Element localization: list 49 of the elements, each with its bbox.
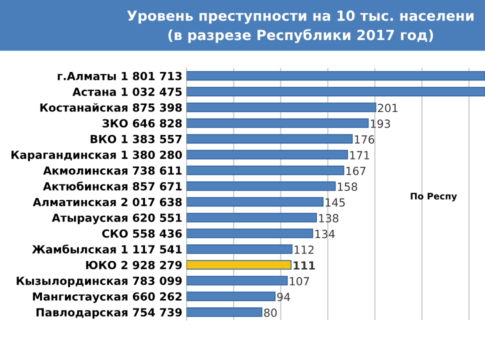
data-label: 201 — [378, 104, 398, 112]
bar — [186, 276, 288, 286]
data-label: 176 — [354, 135, 374, 144]
y-tick-label: Жамбылская 1 117 541 — [32, 244, 182, 254]
y-tick-label: Костанайская 875 398 — [40, 103, 182, 112]
data-label: 107 — [290, 277, 309, 286]
y-tick-label: Актюбинская 857 671 — [43, 182, 182, 191]
annotation: По Респу — [410, 192, 457, 202]
data-label: 193 — [370, 120, 390, 128]
data-label: 112 — [294, 246, 314, 254]
bar — [186, 118, 369, 128]
y-tick-label: Астана 1 032 475 — [72, 88, 182, 96]
bar — [186, 71, 485, 81]
bar — [186, 292, 276, 302]
bar — [186, 166, 344, 176]
data-label: 171 — [350, 151, 370, 160]
bar — [186, 181, 336, 191]
y-tick-label: Кызылординская 783 099 — [16, 276, 182, 288]
data-label: 145 — [326, 198, 345, 207]
data-label: 111 — [294, 261, 315, 270]
y-tick-label: ВКО 1 383 557 — [90, 134, 182, 144]
y-tick-label: Павлодарская 754 739 — [36, 308, 182, 319]
chart-title: Уровень преступности на 10 тыс. населени — [127, 10, 474, 24]
y-tick-label: ЗКО 646 828 — [102, 119, 182, 128]
y-tick-label: ЮКО 2 928 279 — [86, 260, 182, 270]
bar — [186, 102, 376, 112]
data-label: 158 — [338, 182, 358, 191]
bar — [186, 134, 353, 144]
data-label: 167 — [346, 166, 366, 176]
data-label: 80 — [264, 308, 277, 317]
y-tick-label: Атырауская 620 551 — [52, 214, 182, 224]
y-tick-label: Карагандинская 1 380 280 — [12, 150, 182, 162]
y-tick-label: г.Алматы 1 801 713 — [58, 72, 182, 80]
bar — [186, 244, 292, 254]
data-label: 134 — [315, 230, 335, 238]
bar — [186, 197, 324, 207]
y-tick-label: СКО 558 436 — [102, 229, 182, 238]
data-label: 94 — [277, 292, 290, 302]
y-tick-label: Мангистауская 660 262 — [32, 292, 182, 303]
bar — [186, 150, 348, 160]
y-tick-label: Акмолинская 738 611 — [43, 166, 182, 175]
y-tick-label: Алматинская 2 017 638 — [32, 198, 182, 206]
chart-subtitle: (в разрезе Республики 2017 год) — [168, 29, 433, 43]
bar — [186, 86, 485, 96]
bar — [186, 260, 292, 270]
bar — [186, 228, 314, 238]
bar — [186, 307, 262, 317]
bar — [186, 212, 317, 222]
data-label: 138 — [319, 214, 338, 222]
